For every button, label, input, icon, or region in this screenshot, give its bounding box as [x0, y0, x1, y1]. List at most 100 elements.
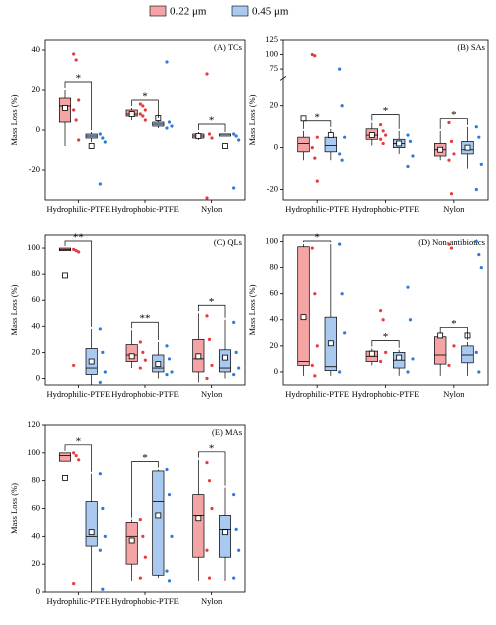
box — [218, 515, 232, 558]
panel-title: (D) Non-antibiotics — [418, 237, 485, 247]
y-tick-label: 20 — [32, 558, 41, 568]
mean-marker — [396, 354, 403, 361]
data-point — [232, 186, 236, 190]
data-point — [237, 366, 241, 370]
significance-label: * — [383, 105, 389, 117]
y-tick-label: 0 — [36, 124, 40, 134]
significance-label: * — [142, 91, 148, 103]
panel-title: (C) QLs — [214, 237, 242, 247]
mean-marker — [128, 111, 135, 117]
data-point — [406, 370, 410, 374]
data-point — [72, 582, 76, 586]
data-point — [210, 136, 214, 140]
plot-frame — [44, 234, 246, 386]
data-point — [338, 370, 342, 374]
data-point — [447, 242, 451, 246]
mean-marker — [88, 529, 95, 536]
data-point — [343, 135, 347, 139]
data-point — [72, 451, 76, 455]
mean-marker — [222, 529, 228, 536]
data-point — [234, 350, 238, 354]
data-point — [205, 376, 209, 381]
box — [297, 246, 310, 366]
box — [324, 136, 337, 153]
mean-marker — [62, 272, 68, 279]
data-point — [310, 363, 314, 368]
significance-label: * — [76, 435, 82, 447]
data-point — [98, 327, 102, 331]
data-point — [101, 350, 105, 354]
data-point — [207, 576, 212, 580]
mean-marker — [222, 354, 228, 361]
y-tick-label: 100 — [27, 447, 40, 457]
y-axis-label: Mass Loss (%) — [247, 94, 257, 145]
x-tick-label: Hydrophilic-PTFE — [46, 204, 110, 214]
mean-marker — [437, 146, 444, 153]
data-point — [165, 344, 169, 348]
x-tick-label: Nylon — [443, 389, 465, 399]
data-point — [77, 250, 81, 254]
data-point — [101, 587, 105, 591]
data-point — [232, 492, 236, 497]
significance-bracket — [131, 461, 159, 518]
data-point — [103, 534, 107, 538]
data-point — [207, 337, 212, 341]
data-point — [449, 139, 454, 143]
y-tick-label: 60 — [270, 288, 279, 298]
data-point — [72, 247, 76, 251]
y-tick-label: 20 — [270, 100, 279, 110]
mean-marker — [222, 143, 228, 149]
significance-label: * — [314, 232, 320, 244]
data-point — [406, 133, 410, 137]
data-point — [167, 120, 172, 124]
data-point — [340, 158, 344, 162]
y-tick-label: 100 — [265, 48, 278, 58]
data-point — [232, 320, 236, 324]
data-point — [165, 569, 169, 573]
mean-marker — [195, 353, 202, 360]
data-point — [338, 67, 342, 71]
data-point — [234, 527, 238, 531]
box — [461, 345, 474, 364]
data-point — [310, 52, 314, 57]
data-point — [205, 72, 209, 76]
significance-bracket — [371, 114, 400, 129]
data-point — [452, 344, 456, 348]
data-point — [343, 331, 347, 335]
significance-bracket — [303, 120, 332, 129]
mean-marker — [327, 132, 334, 138]
y-tick-label: 0 — [274, 142, 278, 152]
mean-marker — [155, 512, 162, 519]
mean-marker — [88, 143, 95, 149]
significance-label: * — [451, 109, 457, 121]
y-axis-label: Mass Loss (%) — [9, 94, 19, 145]
data-point — [138, 340, 142, 344]
data-point — [379, 137, 383, 141]
data-point — [170, 370, 174, 374]
data-point — [313, 292, 317, 296]
data-point — [101, 136, 105, 140]
y-tick-label: 0 — [36, 372, 40, 382]
data-point — [384, 350, 388, 354]
data-point — [210, 363, 214, 368]
mean-marker — [62, 474, 68, 481]
significance-label: * — [383, 331, 389, 343]
box — [152, 470, 165, 576]
significance-bracket — [303, 240, 332, 243]
mean-marker — [396, 140, 403, 147]
y-tick-label: 60 — [32, 294, 41, 304]
data-point — [406, 164, 410, 169]
data-point — [340, 292, 344, 296]
x-tick-label: Hydrophobic-PTFE — [352, 204, 420, 214]
data-point — [98, 182, 102, 186]
data-point — [98, 548, 102, 552]
data-point — [138, 366, 142, 370]
data-point — [411, 357, 415, 361]
y-axis-label: Mass Loss (%) — [247, 284, 257, 335]
data-point — [379, 359, 383, 364]
data-point — [141, 114, 145, 118]
mean-marker — [62, 105, 68, 111]
y-tick-label: 100 — [27, 242, 40, 252]
x-tick-label: Nylon — [201, 204, 223, 214]
